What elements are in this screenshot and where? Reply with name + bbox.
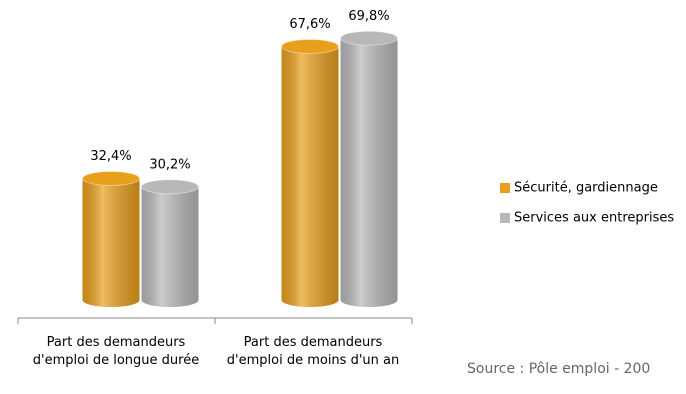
bar-top — [340, 30, 398, 46]
bar-shade — [281, 46, 339, 307]
source-note: Source : Pôle emploi - 200 — [467, 361, 651, 377]
bar-shade — [141, 186, 199, 307]
bar-shade — [82, 178, 140, 307]
legend-swatch — [500, 213, 510, 223]
data-label: 67,6% — [289, 17, 330, 32]
bar-top — [281, 39, 339, 54]
data-label: 30,2% — [149, 157, 190, 172]
bar-top — [82, 171, 140, 186]
data-label: 69,8% — [348, 9, 389, 24]
x-tick-label: Part des demandeurs d'emploi de moins d'… — [226, 335, 400, 368]
bar-shade — [340, 38, 398, 307]
legend-label: Sécurité, gardiennage — [514, 181, 658, 196]
bar-top — [141, 179, 199, 195]
legend-swatch — [500, 183, 510, 193]
data-label: 32,4% — [90, 149, 131, 164]
legend-label: Services aux entreprises — [514, 211, 674, 226]
x-tick-label: Part des demandeurs d'emploi de longue d… — [32, 335, 200, 368]
